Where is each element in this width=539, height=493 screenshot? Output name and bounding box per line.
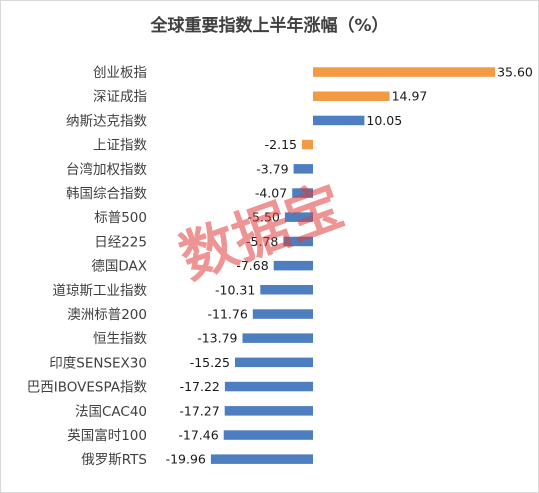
bar-5 bbox=[292, 188, 313, 198]
category-label-3: 上证指数 bbox=[93, 138, 147, 154]
category-label-4: 台湾加权指数 bbox=[66, 161, 147, 178]
category-label-14: 法国CAC40 bbox=[75, 404, 147, 420]
value-label-2: 10.05 bbox=[366, 113, 402, 128]
value-label-0: 35.60 bbox=[497, 65, 533, 80]
bar-7 bbox=[283, 236, 313, 247]
bar-9 bbox=[260, 285, 313, 295]
category-label-16: 俄罗斯RTS bbox=[81, 452, 147, 468]
category-label-1: 深证成指 bbox=[93, 89, 147, 105]
bar-13 bbox=[224, 381, 313, 392]
bar-4 bbox=[293, 164, 313, 174]
value-label-3: -2.15 bbox=[265, 137, 297, 152]
bar-10 bbox=[252, 309, 313, 319]
labels-layer: 创业板指 35.60 深证成指 14.97 纳斯达克指数 10.05 上证指数 -2.15 台湾… bbox=[27, 65, 533, 469]
category-label-13: 巴西IBOVESPA指数 bbox=[27, 380, 148, 396]
bar-15 bbox=[223, 430, 313, 440]
bar-6 bbox=[284, 212, 313, 222]
value-label-8: -7.68 bbox=[236, 258, 268, 273]
bar-11 bbox=[242, 333, 313, 343]
category-label-8: 德国DAX bbox=[91, 259, 147, 275]
value-label-10: -11.76 bbox=[208, 307, 248, 322]
category-label-5: 韩国综合指数 bbox=[66, 186, 147, 202]
bar-16 bbox=[210, 454, 313, 464]
category-label-10: 澳洲标普200 bbox=[67, 307, 147, 323]
value-label-16: -19.96 bbox=[166, 452, 206, 467]
bar-3 bbox=[302, 139, 313, 150]
value-label-6: -5.50 bbox=[248, 210, 280, 225]
category-label-12: 印度SENSEX30 bbox=[49, 355, 147, 371]
value-label-9: -10.31 bbox=[215, 282, 255, 297]
bar-12 bbox=[235, 357, 313, 368]
category-label-6: 标普500 bbox=[94, 210, 147, 226]
category-label-0: 创业板指 bbox=[93, 65, 147, 81]
bar-2 bbox=[313, 115, 365, 126]
value-label-1: 14.97 bbox=[392, 89, 428, 104]
bar-1 bbox=[313, 91, 390, 101]
value-label-13: -17.22 bbox=[180, 379, 220, 394]
category-label-11: 恒生指数 bbox=[93, 331, 147, 347]
bars-layer bbox=[210, 67, 496, 464]
bar-8 bbox=[273, 260, 313, 271]
category-label-15: 英国富时100 bbox=[67, 427, 147, 444]
category-label-2: 纳斯达克指数 bbox=[66, 113, 147, 129]
value-label-11: -13.79 bbox=[197, 331, 237, 346]
category-label-7: 日经225 bbox=[94, 234, 147, 250]
value-label-7: -5.78 bbox=[246, 234, 278, 249]
chart-title: 全球重要指数上半年涨幅（%） bbox=[150, 16, 389, 36]
value-label-14: -17.27 bbox=[179, 403, 219, 418]
value-label-15: -17.46 bbox=[178, 428, 218, 443]
value-label-4: -3.79 bbox=[256, 161, 288, 176]
category-label-9: 道琼斯工业指数 bbox=[53, 283, 148, 299]
value-label-5: -4.07 bbox=[255, 186, 287, 201]
bar-14 bbox=[224, 406, 313, 416]
bar-0 bbox=[313, 67, 496, 77]
value-label-12: -15.25 bbox=[190, 355, 230, 370]
